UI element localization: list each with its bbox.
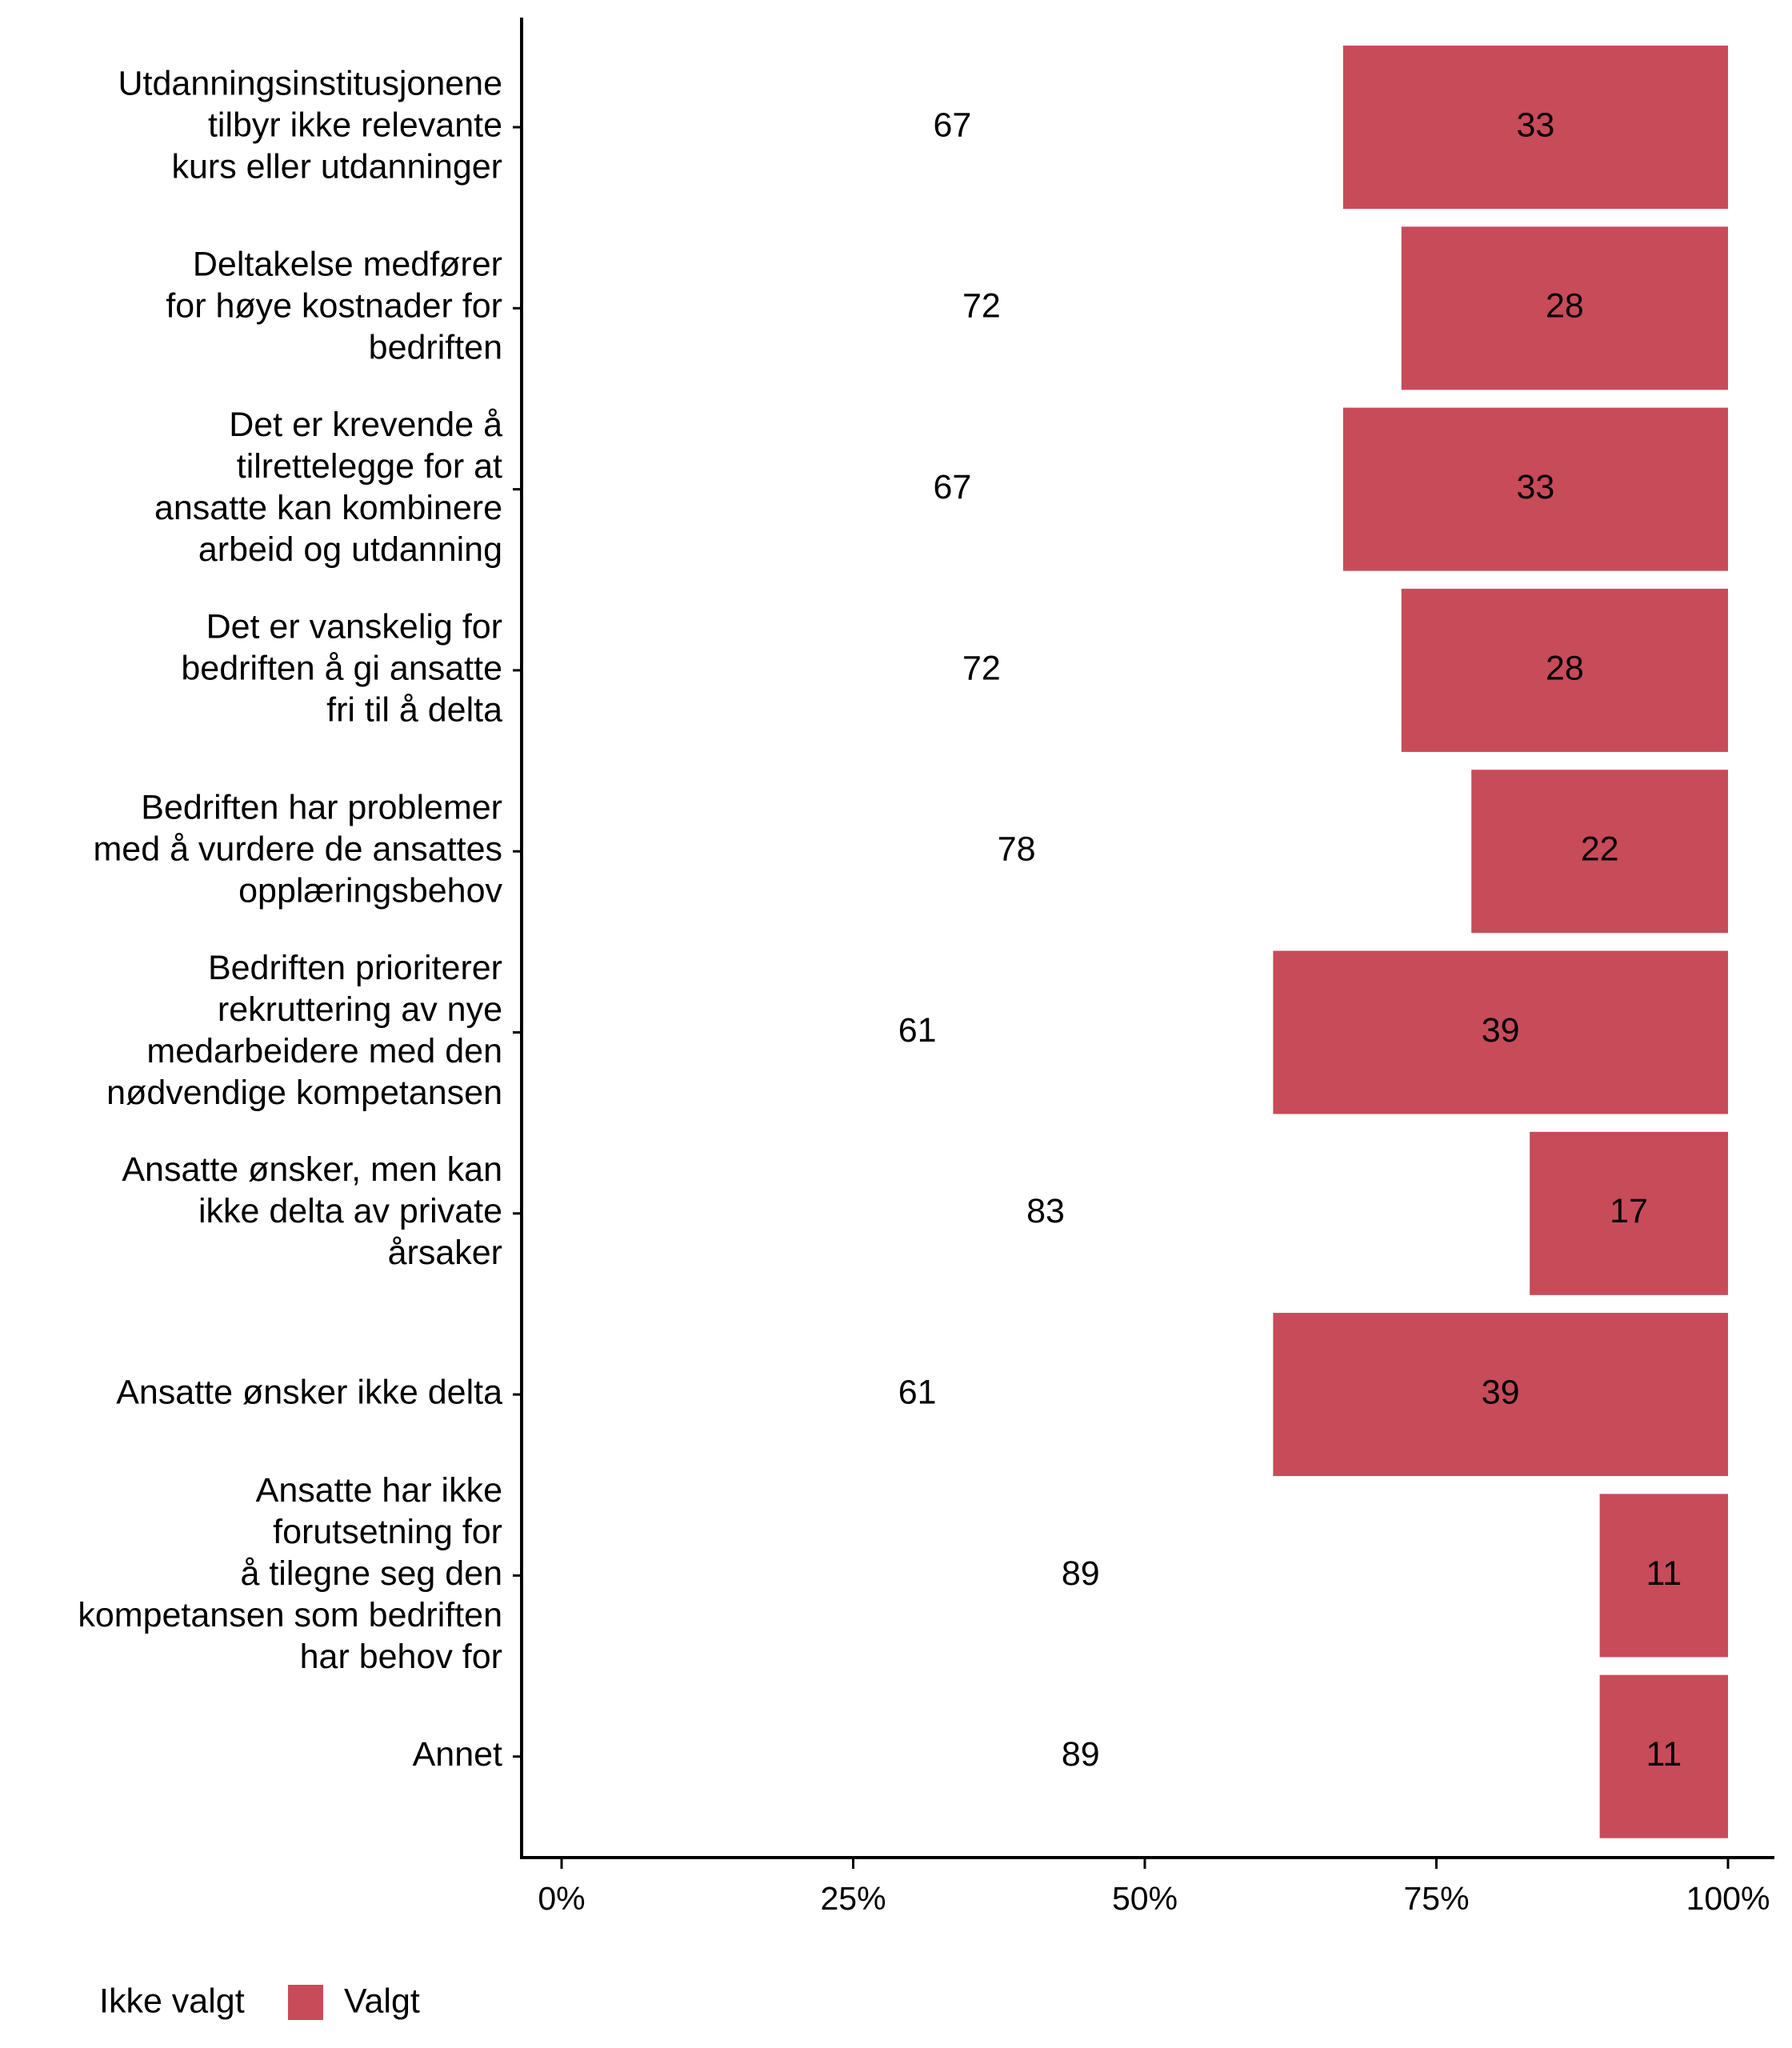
data-label: 33: [1517, 106, 1555, 144]
legend-key-valgt: [288, 1985, 323, 2020]
category-label-line: nødvendige kompetansen: [106, 1074, 502, 1112]
legend-label-valgt: Valgt: [344, 1982, 420, 2020]
category-label-line: ikke delta av private: [198, 1192, 502, 1230]
x-tick-label: 0%: [538, 1880, 585, 1917]
data-label: 67: [934, 106, 972, 144]
bar-ikke-valgt: [562, 1674, 1600, 1838]
category-label-line: årsaker: [388, 1234, 502, 1272]
category-label-line: har behov for: [300, 1638, 502, 1676]
category-label-line: forutsetning for: [273, 1513, 502, 1551]
category-label-line: med å vurdere de ansattes: [93, 830, 502, 869]
bar-ikke-valgt: [562, 1313, 1274, 1477]
bar-valgt: [1530, 1131, 1728, 1295]
category-label-line: Det er vanskelig for: [206, 607, 502, 646]
category-label-line: Ansatte ønsker, men kan: [122, 1150, 502, 1189]
category-label: Ansatte ønsker ikke delta: [116, 1373, 502, 1411]
category-label-line: bedriften: [369, 329, 502, 367]
category-label-line: kurs eller utdanninger: [171, 147, 502, 186]
bar-valgt: [1471, 770, 1728, 934]
category-label-line: Utdanningsinstitusjonene: [118, 64, 503, 102]
category-label: Bedriften har problemer med å vurdere de …: [93, 789, 502, 910]
bar-valgt: [1401, 588, 1728, 752]
category-label-line: Ansatte ønsker ikke delta: [116, 1373, 502, 1411]
bar-ikke-valgt: [562, 770, 1472, 934]
bar-ikke-valgt: [562, 1494, 1600, 1658]
data-label: 11: [1646, 1554, 1682, 1593]
category-label-line: rekruttering av nye: [218, 990, 502, 1029]
category-label-line: bedriften å gi ansatte: [181, 649, 502, 687]
x-tick-label: 50%: [1112, 1880, 1178, 1917]
legend-label-ikke-valgt: Ikke valgt: [99, 1982, 245, 2020]
legend: Ikke valgt Valgt: [99, 1982, 420, 2020]
category-label: Utdanningsinstitusjonene tilbyr ikke rele…: [118, 64, 503, 186]
category-labels: Utdanningsinstitusjonene tilbyr ikke rele…: [78, 64, 522, 1774]
data-label: 39: [1482, 1373, 1520, 1411]
data-label: 61: [898, 1011, 937, 1050]
x-tick-label: 100%: [1686, 1880, 1770, 1917]
category-label-line: fri til å delta: [326, 690, 502, 729]
data-label: 39: [1482, 1011, 1520, 1050]
bar-valgt: [1401, 226, 1728, 390]
data-label: 67: [934, 468, 972, 506]
data-label: 17: [1610, 1192, 1648, 1230]
category-label-line: tilrettelegge for at: [237, 447, 502, 486]
category-label: Ansatte ønsker, men kan ikke delta av pri…: [122, 1150, 502, 1272]
data-label: 89: [1062, 1554, 1100, 1593]
data-label: 78: [998, 830, 1036, 869]
category-label-line: Bedriften har problemer: [141, 789, 502, 827]
data-label: 61: [898, 1373, 937, 1411]
bar-valgt: [1273, 1313, 1728, 1477]
bar-valgt: [1273, 950, 1728, 1114]
x-axis-ticks: 0% 25% 50% 75% 100%: [538, 1858, 1770, 1917]
category-label-line: Ansatte har ikke: [256, 1471, 502, 1510]
category-label: Bedriften prioriterer rekruttering av nye…: [106, 949, 502, 1112]
data-label: 89: [1062, 1735, 1100, 1774]
bar-ikke-valgt: [562, 950, 1274, 1114]
category-label-line: å tilegne seg den: [240, 1554, 502, 1593]
bar-valgt: [1599, 1494, 1728, 1658]
category-label: Det er krevende å tilrettelegge for at ans…: [154, 406, 502, 569]
data-label: 72: [962, 287, 1001, 326]
bar-ikke-valgt: [562, 46, 1343, 209]
category-label-line: for høye kostnader for: [166, 287, 502, 326]
bar-ikke-valgt: [562, 226, 1402, 390]
bar-valgt: [1342, 46, 1728, 209]
bar-valgt: [1342, 407, 1728, 571]
category-label-line: Annet: [413, 1735, 502, 1774]
bar-valgt: [1599, 1674, 1728, 1838]
data-label: 28: [1546, 287, 1584, 326]
data-label: 72: [962, 649, 1001, 687]
category-label: Deltakelse medfører for høye kostnader fo…: [166, 246, 502, 367]
data-label: 33: [1517, 468, 1555, 506]
category-label-line: ansatte kan kombinere: [154, 489, 502, 527]
category-label-line: medarbeidere med den: [146, 1032, 502, 1070]
category-label-line: opplæringsbehov: [238, 872, 502, 910]
category-label: Det er vanskelig for bedriften å gi ansat…: [181, 607, 502, 729]
bar-ikke-valgt: [562, 1131, 1530, 1295]
category-label-line: tilbyr ikke relevante: [208, 106, 502, 144]
category-label: Annet: [413, 1735, 502, 1774]
category-label-line: Bedriften prioriterer: [208, 949, 502, 987]
category-label-line: kompetansen som bedriften: [78, 1596, 502, 1634]
data-label: 22: [1581, 830, 1619, 869]
category-label-line: Det er krevende å: [229, 406, 502, 444]
bar-ikke-valgt: [562, 588, 1402, 752]
data-label: 11: [1646, 1735, 1682, 1774]
x-tick-label: 75%: [1403, 1880, 1469, 1917]
category-label-line: Deltakelse medfører: [193, 246, 502, 284]
x-tick-label: 25%: [820, 1880, 886, 1917]
data-label: 28: [1546, 649, 1584, 687]
category-label-line: arbeid og utdanning: [198, 530, 502, 569]
bar-ikke-valgt: [562, 407, 1343, 571]
bars-layer: 67 33 72 28 67 33 72 28 78 22 61 39 83 17 61 39 89 11 89 11: [562, 46, 1728, 1838]
category-label: Ansatte har ikke forutsetning for å tilegn…: [78, 1471, 502, 1676]
data-label: 83: [1026, 1192, 1065, 1230]
